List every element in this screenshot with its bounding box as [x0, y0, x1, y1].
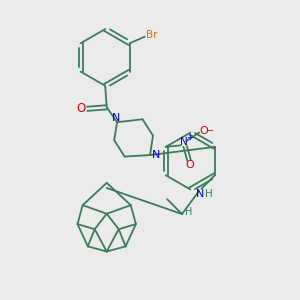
Text: N: N: [112, 113, 121, 123]
Text: O: O: [199, 126, 208, 136]
Text: O: O: [185, 160, 194, 170]
Text: N: N: [180, 137, 188, 147]
Text: −: −: [206, 126, 214, 136]
Text: O: O: [77, 102, 86, 115]
Text: +: +: [186, 133, 193, 142]
Text: Br: Br: [146, 30, 158, 40]
Text: N: N: [196, 189, 204, 199]
Text: H: H: [185, 207, 192, 217]
Text: N: N: [152, 150, 160, 160]
Text: H: H: [205, 189, 213, 199]
